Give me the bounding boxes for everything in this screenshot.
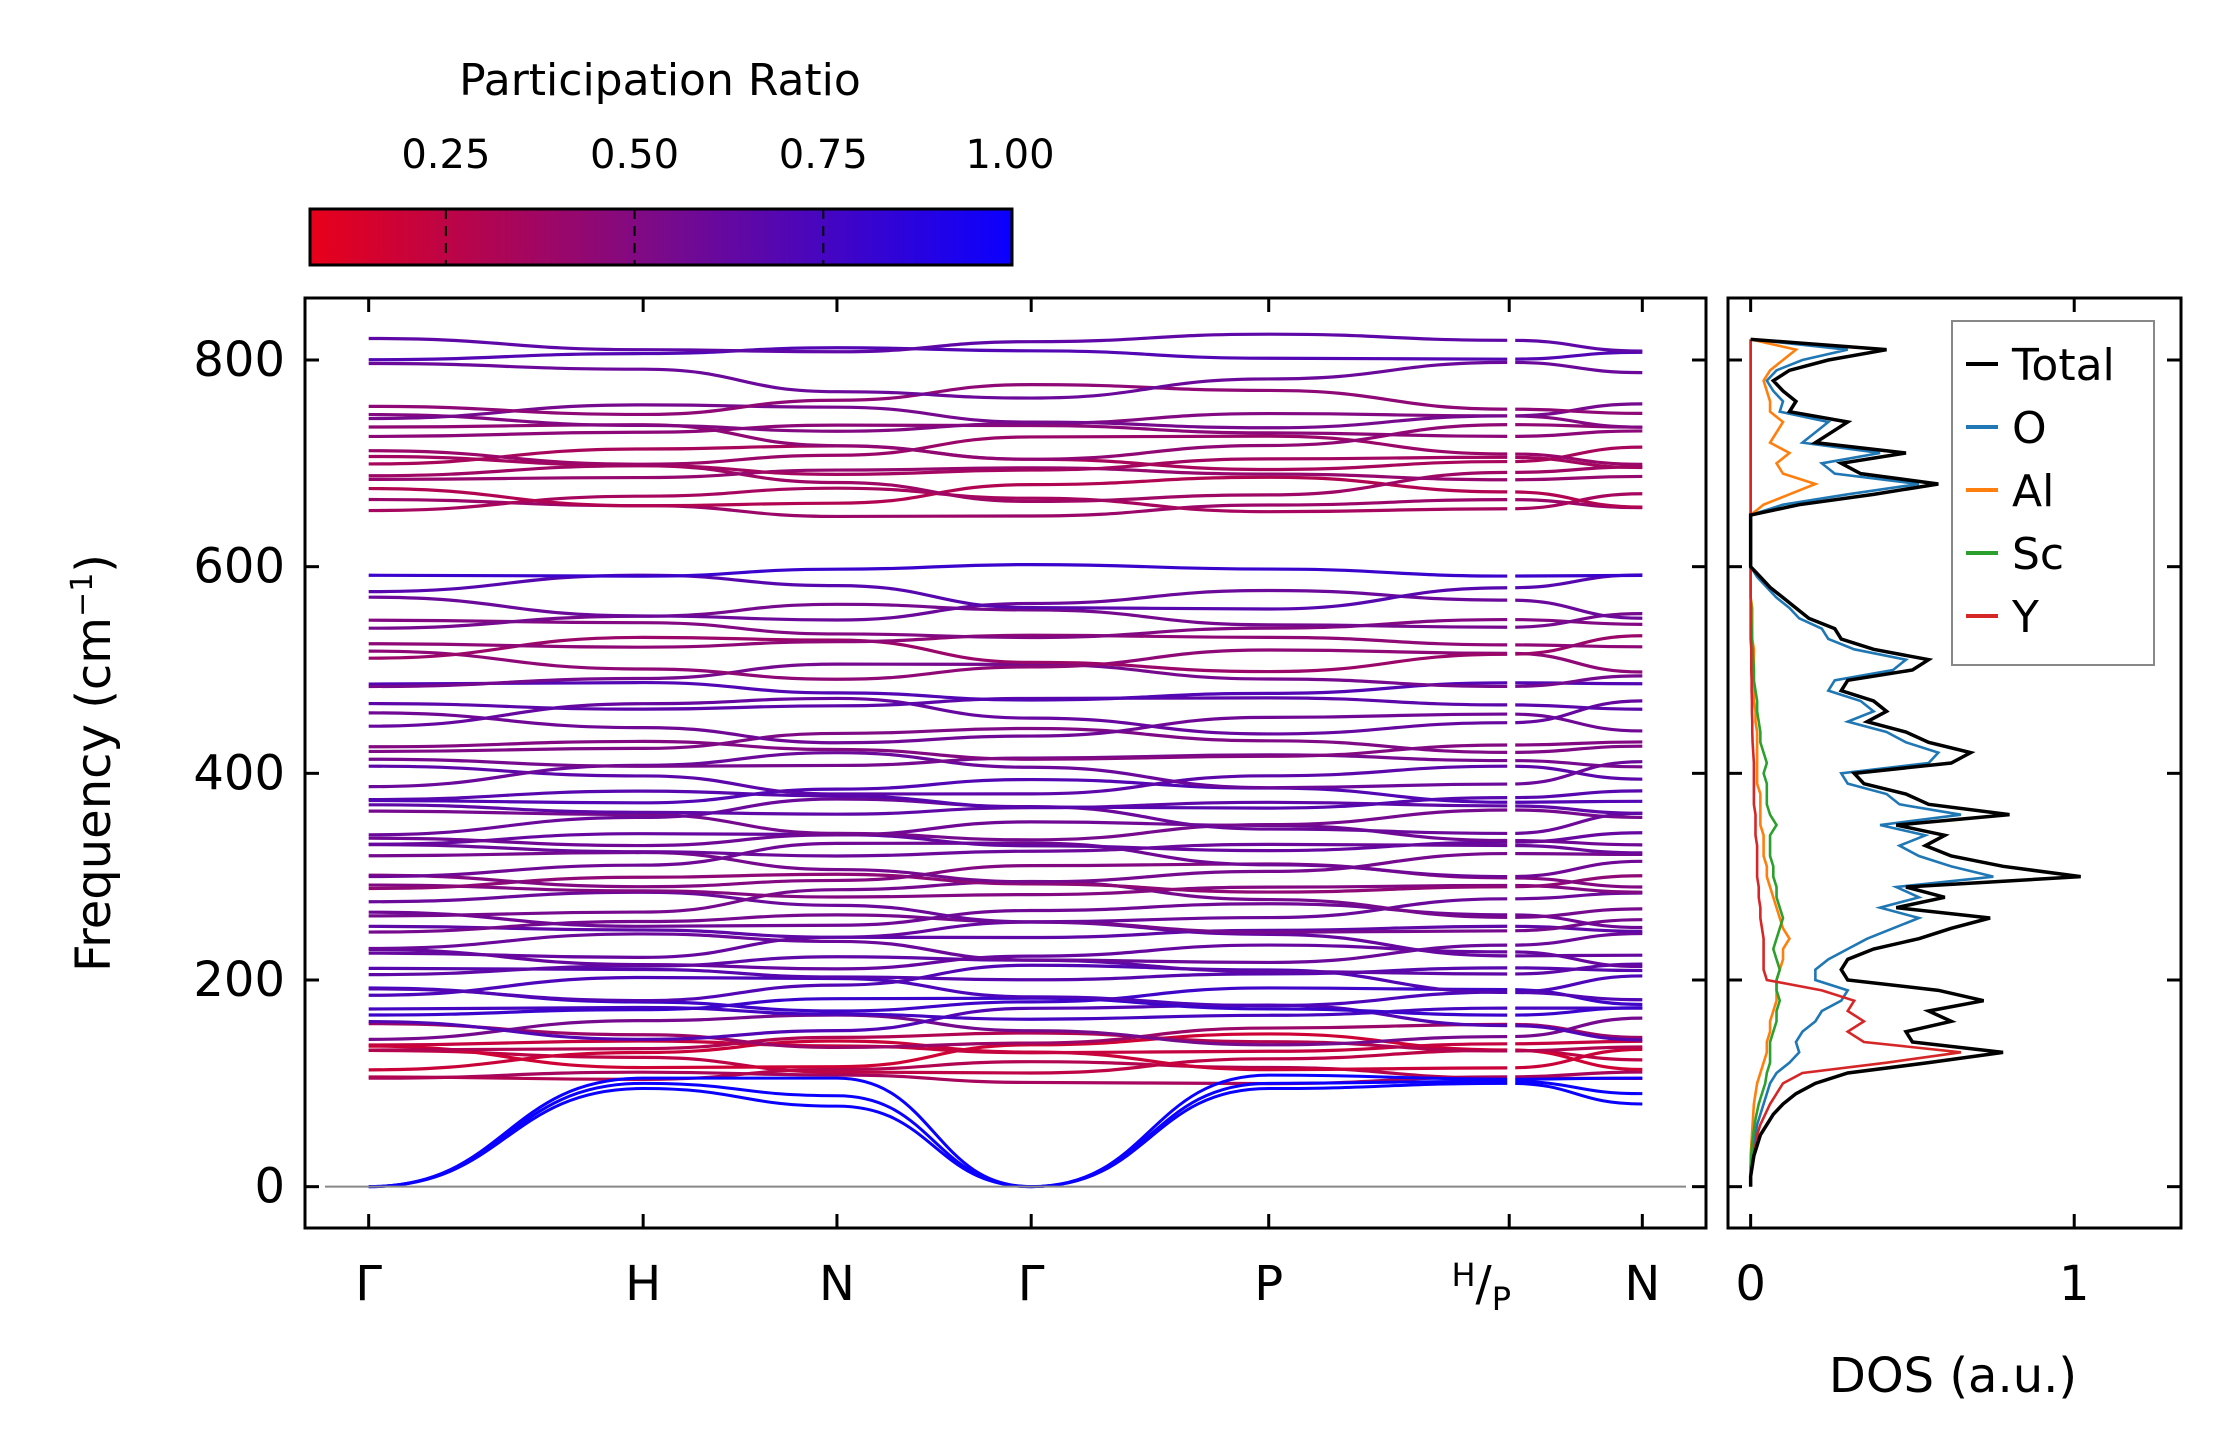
x-tick-label: N [819, 1256, 855, 1312]
band-line [368, 588, 1643, 622]
band-line [368, 820, 1643, 848]
x-tick-label: Γ [355, 1256, 382, 1312]
band-line [368, 633, 1643, 649]
band-line [368, 850, 1643, 884]
band-line [368, 842, 1643, 858]
y-tick-label: 800 [193, 332, 285, 388]
band-line [368, 466, 1643, 482]
colorbar-tick-label: 0.25 [401, 132, 490, 178]
x-tick-label-part: / [1476, 1256, 1493, 1312]
band-line [368, 1039, 1643, 1055]
band-line [368, 423, 1643, 461]
dos-line-total [1748, 337, 2081, 1187]
legend-label-sc: Sc [2012, 529, 2064, 580]
band-line [368, 753, 1643, 769]
band-line [368, 1031, 1643, 1053]
band-line [368, 475, 1643, 509]
dos-legend: Total O Al Sc Y [1951, 320, 2155, 666]
colorbar: Participation Ratio 0.25 0.50 0.75 1.00 [308, 55, 1055, 267]
band-line [368, 562, 1643, 578]
band-line [368, 602, 1643, 630]
band-line [368, 423, 1643, 439]
band-line [368, 943, 1643, 971]
band-line [368, 808, 1643, 842]
band-line [368, 841, 1643, 879]
dos-x-tick-label: 1 [2059, 1256, 2090, 1312]
colorbar-title: Participation Ratio [459, 55, 861, 106]
x-tick-label: Γ [1018, 1256, 1045, 1312]
band-line [368, 726, 1643, 754]
band-line [368, 332, 1643, 354]
dos-line-al [1749, 338, 1820, 1187]
band-line [368, 383, 1643, 417]
band-line [368, 739, 1643, 761]
x-tick-label: H [625, 1256, 661, 1312]
band-line [368, 680, 1643, 702]
band-line [368, 996, 1643, 1017]
band-line [368, 434, 1643, 466]
band-line [368, 924, 1643, 940]
legend-label-total: Total [2011, 340, 2115, 391]
x-tick-label-part: P [1492, 1280, 1511, 1318]
y-tick-label: 0 [254, 1159, 285, 1215]
colorbar-tick-label: 0.75 [779, 132, 868, 178]
legend-label-al: Al [2012, 466, 2054, 517]
legend-label-y: Y [2011, 592, 2039, 643]
dos-axis-label: DOS (a.u.) [1829, 1348, 2077, 1404]
band-line [368, 346, 1643, 362]
acoustic-band-line [368, 1073, 1643, 1189]
dos-panel: 0 1 DOS (a.u.) Total O Al Sc Y [1726, 296, 2183, 1404]
x-tick-label: P [1254, 1256, 1283, 1312]
colorbar-tick-label: 0.50 [590, 132, 679, 178]
dos-line-o [1749, 338, 1994, 1187]
frequency-axis-label: Frequency (cm−1) [65, 554, 122, 972]
band-line [368, 931, 1643, 965]
band-line [368, 696, 1643, 711]
dos-x-tick-label: 0 [1735, 1256, 1766, 1312]
band-line [368, 751, 1643, 790]
band-line [368, 800, 1643, 816]
y-tick-label: 400 [193, 745, 285, 801]
band-line [368, 711, 1643, 745]
band-line [368, 1003, 1643, 1042]
band-line [368, 662, 1643, 689]
band-axes-frame [303, 296, 1708, 1230]
colorbar-gradient [308, 207, 1014, 267]
band-line [368, 890, 1643, 924]
y-tick-label: 200 [193, 952, 285, 1008]
band-line [368, 454, 1643, 477]
band-line [368, 696, 1643, 736]
band-line [368, 879, 1643, 919]
x-tick-label: H/P [1451, 1256, 1511, 1318]
acoustic-band-line [368, 1081, 1643, 1189]
dos-line-y [1749, 339, 1962, 1187]
dos-axes-frame [1726, 296, 2183, 1230]
colorbar-tick-label: 1.00 [965, 132, 1054, 178]
acoustic-band-line [368, 1079, 1643, 1189]
x-tick-label: N [1624, 1256, 1660, 1312]
band-line [368, 920, 1643, 959]
band-line [368, 789, 1643, 810]
y-tick-label: 600 [193, 539, 285, 595]
legend-label-o: O [2012, 403, 2047, 454]
band-line [368, 360, 1643, 400]
legend-frame [1951, 320, 2155, 666]
band-line [368, 902, 1643, 930]
x-tick-label-part: H [1451, 1256, 1475, 1294]
